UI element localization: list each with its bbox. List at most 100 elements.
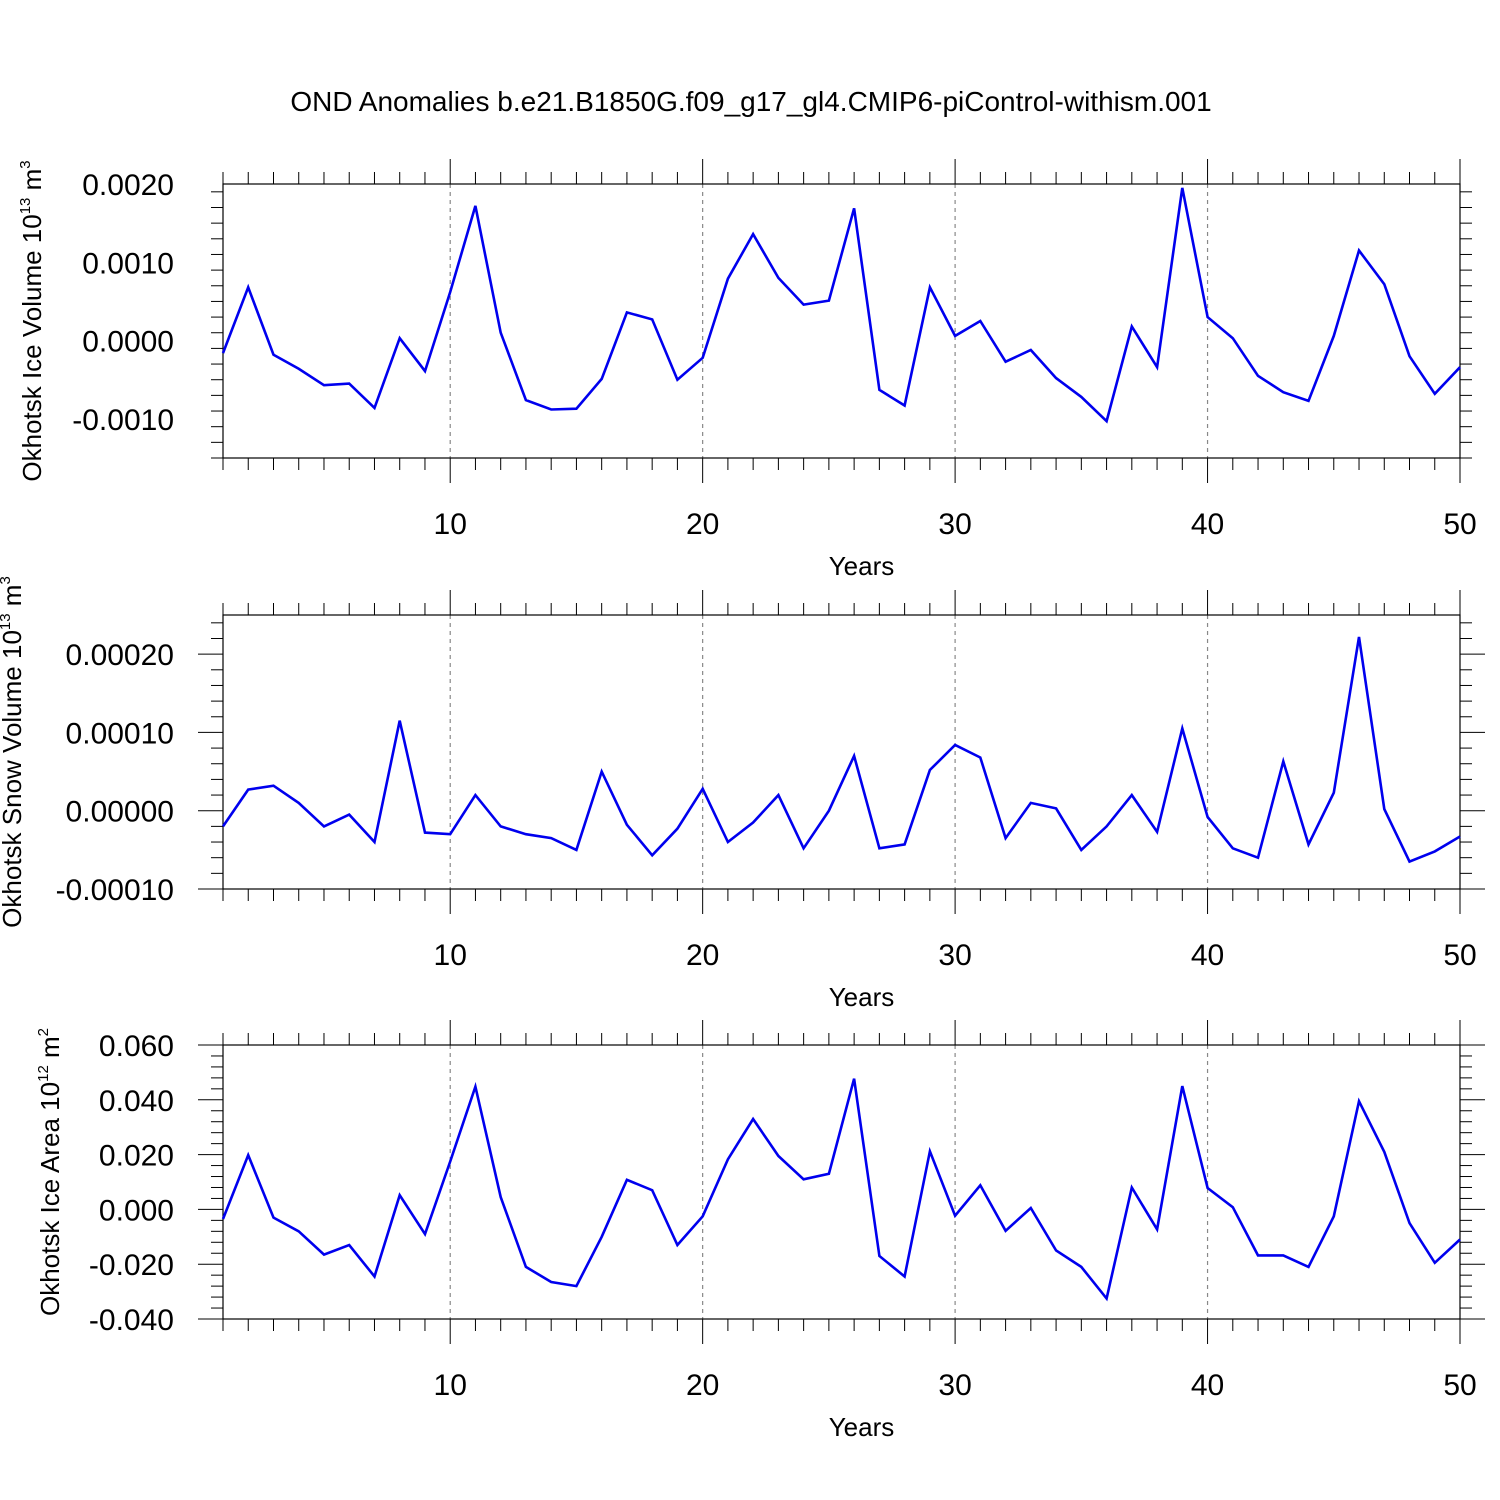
data-point [928, 768, 932, 772]
data-point [776, 276, 780, 280]
data-point [1180, 1084, 1184, 1088]
y-axis-title-unit-exponent: 3 [0, 576, 14, 584]
data-point [953, 743, 957, 747]
data-point [726, 277, 730, 281]
data-point [701, 787, 705, 791]
data-point [398, 336, 402, 340]
data-point [1281, 390, 1285, 394]
data-point [499, 824, 503, 828]
data-point [347, 382, 351, 386]
x-tick-label: 40 [1191, 939, 1224, 972]
series-line [221, 636, 1461, 864]
data-point [1307, 1265, 1311, 1269]
data-point [1130, 793, 1134, 797]
y-tick-label: 0.00010 [66, 717, 174, 750]
data-point [877, 388, 881, 392]
data-point [751, 232, 755, 236]
data-point [1231, 336, 1235, 340]
y-tick-label: 0.0000 [82, 326, 174, 359]
data-point [1281, 759, 1285, 763]
data-point [448, 290, 452, 294]
data-point [1206, 815, 1210, 819]
data-point [726, 1157, 730, 1161]
data-point [625, 310, 629, 314]
data-point [398, 719, 402, 723]
data-point [524, 398, 528, 402]
data-point [827, 299, 831, 303]
data-point [953, 1214, 957, 1218]
data-point [246, 1153, 250, 1157]
data-point [297, 1229, 301, 1233]
data-point [1004, 360, 1008, 364]
y-tick-label: 0.0020 [82, 169, 174, 202]
y-axis-title-exponent: 13 [17, 198, 34, 215]
data-point [473, 1085, 477, 1089]
data-point [1382, 1150, 1386, 1154]
x-tick-label: 50 [1443, 939, 1476, 972]
y-axis-title: Okhotsk Ice Area 1012 m2 [35, 1028, 65, 1316]
data-point [802, 846, 806, 850]
x-axis-title: Years [829, 551, 895, 581]
y-axis-title-exponent: 13 [0, 613, 14, 630]
data-point [802, 303, 806, 307]
data-point [600, 377, 604, 381]
data-point [1029, 348, 1033, 352]
data-point [423, 1232, 427, 1236]
data-point [398, 1193, 402, 1197]
data-point [297, 367, 301, 371]
data-point [928, 285, 932, 289]
data-point [1180, 727, 1184, 731]
y-axis-title-unit: m [17, 169, 47, 198]
data-point [1256, 1253, 1260, 1257]
y-tick-label: -0.020 [89, 1249, 174, 1282]
data-point [448, 832, 452, 836]
data-point [903, 1275, 907, 1279]
data-point [978, 1183, 982, 1187]
y-axis-title-exponent: 12 [35, 1065, 52, 1082]
data-point [473, 204, 477, 208]
data-point [776, 793, 780, 797]
y-axis-title: Okhotsk Snow Volume 1013 m3 [0, 576, 27, 928]
data-point [852, 754, 856, 758]
data-point [372, 406, 376, 410]
x-tick-label: 10 [434, 939, 467, 972]
y-axis-title: Okhotsk Ice Volume 1013 m3 [17, 160, 47, 481]
panel-2: 10 20 30 40 50 0.00020 0.00010 0.00000 -0.00010 Y… [0, 576, 1485, 1012]
x-tick-label: 40 [1191, 1369, 1224, 1402]
data-point [1357, 635, 1361, 639]
y-tick-label: -0.00010 [56, 874, 174, 907]
data-point [347, 813, 351, 817]
data-point [903, 842, 907, 846]
data-point [852, 1077, 856, 1081]
data-point [524, 1265, 528, 1269]
y-axis-title-text: Okhotsk Ice Area 10 [35, 1082, 65, 1316]
x-tick-label: 30 [938, 508, 971, 541]
data-point [1307, 842, 1311, 846]
x-tick-label: 20 [686, 939, 719, 972]
data-point [600, 770, 604, 774]
data-point [549, 836, 553, 840]
data-point [1206, 1186, 1210, 1190]
panel-3: 10 20 30 40 50 0.060 0.040 0.020 0.000 -0.020 -0.0… [35, 1020, 1485, 1442]
data-point [650, 853, 654, 857]
data-point [1332, 334, 1336, 338]
plot-frame [222, 614, 1461, 890]
x-tick-label: 10 [434, 508, 467, 541]
x-tick-label: 10 [434, 1369, 467, 1402]
y-tick-label: 0.000 [99, 1194, 174, 1227]
series-line [221, 1078, 1461, 1302]
x-axis-title: Years [829, 982, 895, 1012]
data-point [1105, 419, 1109, 423]
x-tick-label: 30 [938, 939, 971, 972]
data-point [1382, 282, 1386, 286]
data-point [1458, 1238, 1462, 1242]
y-axis-title-unit-exponent: 2 [35, 1028, 52, 1036]
data-point [675, 1243, 679, 1247]
data-point [701, 1214, 705, 1218]
y-axis-title-text: Okhotsk Snow Volume 10 [0, 630, 27, 928]
data-point [423, 831, 427, 835]
data-point [1332, 1214, 1336, 1218]
plot-frame [222, 183, 1461, 459]
data-point [1155, 830, 1159, 834]
